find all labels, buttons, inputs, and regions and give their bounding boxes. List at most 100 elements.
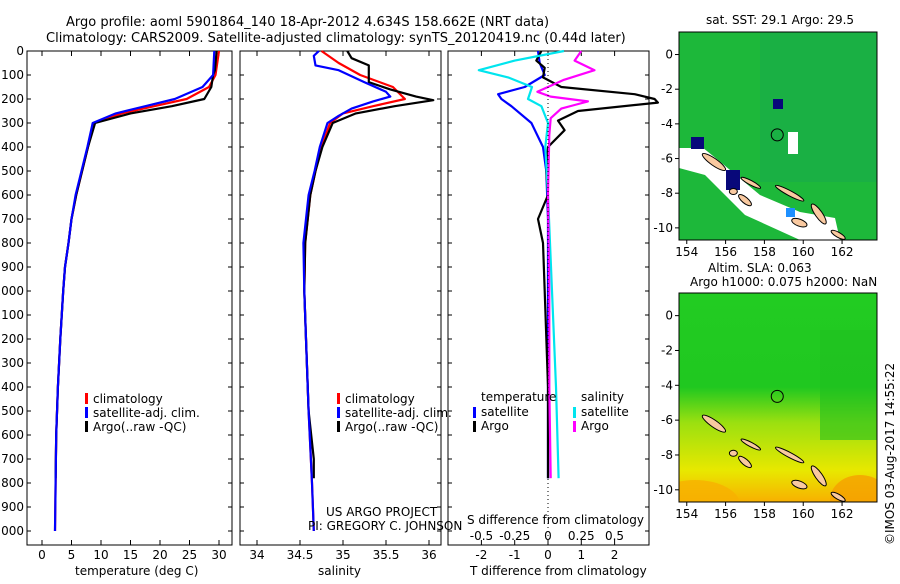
legend-label: climatology	[93, 392, 163, 406]
depth-tick-label: 200	[1, 92, 24, 106]
temperature-tick-label: 5	[68, 548, 76, 562]
sla-map-lon-tick-label: 162	[831, 507, 854, 521]
salinity-tick-label: 34	[249, 548, 264, 562]
salinity-xlabel: salinity	[318, 564, 361, 578]
profile-lines	[53, 49, 660, 532]
island-shape	[774, 184, 805, 202]
sla-profile-location-marker	[770, 389, 784, 403]
sla-map-title: Altim. SLA: 0.063	[708, 261, 812, 275]
legend-label: satellite-adj. clim.	[93, 406, 200, 420]
temperature-plot-frame	[26, 50, 233, 546]
temperature-line-climatology	[53, 50, 221, 532]
sla-map-land	[701, 414, 846, 502]
sst-map-frame	[678, 31, 878, 241]
depth-tick-label: 2000	[0, 524, 24, 538]
salinity-tick-label: 34.5	[287, 548, 314, 562]
sla-map-lat-tick-label: -10	[653, 483, 673, 497]
sla-map-subtitle: Argo h1000: 0.075 h2000: NaN	[690, 275, 877, 289]
island-shape	[701, 414, 727, 433]
legend-swatch-t-satellite	[473, 407, 476, 418]
pi-credit: PI: GREGORY C. JOHNSON	[308, 519, 462, 533]
sst-map-title: sat. SST: 29.1 Argo: 29.5	[706, 13, 854, 27]
sst-profile-location-marker	[770, 128, 784, 142]
sla-map-lon-tick-label: 154	[675, 507, 698, 521]
sla-map-lat-tick-label: -8	[661, 448, 673, 462]
legend-swatch-t-argo	[473, 421, 476, 432]
legend-label: Argo(..raw -QC)	[93, 420, 186, 434]
depth-tick-label: 1600	[0, 428, 24, 442]
depth-tick-label: 500	[1, 164, 24, 178]
island-shape	[728, 449, 738, 457]
island-shape	[740, 438, 762, 451]
sla-map-lat-tick-label: 0	[665, 309, 673, 323]
depth-tick-label: 1300	[0, 356, 24, 370]
island-shape	[830, 491, 846, 502]
difference-line-s-satellite	[477, 49, 565, 479]
legend-swatch-climatology	[337, 393, 340, 404]
sst-map-lat-tick-label: -6	[661, 152, 673, 166]
sla-map-lat-tick-label: -2	[661, 343, 673, 357]
difference-legend: temperature salinity satellite Argo sate…	[473, 390, 629, 433]
legend-swatch-argo	[337, 421, 340, 432]
legend-swatch-s-argo	[573, 421, 576, 432]
island-shape	[738, 455, 752, 469]
depth-tick-label: 1500	[0, 404, 24, 418]
s-difference-tick-label: -0.25	[499, 529, 530, 543]
depth-tick-label: 100	[1, 68, 24, 82]
temperature-tick-label: 15	[123, 548, 138, 562]
island-shape	[810, 465, 827, 487]
island-shape	[701, 152, 727, 172]
s-difference-xlabel: S difference from climatology	[467, 513, 644, 527]
t-difference-tick-label: -2	[475, 548, 487, 562]
temperature-line-satellite-adj-clim	[53, 50, 216, 532]
temperature-tick-label: 25	[182, 548, 197, 562]
temperature-tick-label: 0	[38, 548, 46, 562]
temperature-tick-label: 20	[152, 548, 167, 562]
salinity-line-climatology	[303, 50, 406, 532]
depth-tick-label: 300	[1, 116, 24, 130]
depth-tick-label: 700	[1, 212, 24, 226]
legend-swatch-argo	[85, 421, 88, 432]
figure-title-line1: Argo profile: aoml 5901864_140 18-Apr-20…	[66, 15, 549, 30]
legend-title-salinity: salinity	[581, 390, 624, 404]
sst-map-lon-tick-label: 154	[675, 245, 698, 259]
imos-timestamp: ©IMOS 03-Aug-2017 14:55:22	[883, 363, 897, 545]
t-difference-tick-label: 0	[544, 548, 552, 562]
sst-map-lon-tick-label: 160	[792, 245, 815, 259]
sst-map-lat-tick-label: -10	[653, 221, 673, 235]
salinity-tick-label: 35.5	[373, 548, 400, 562]
sst-map-lat-tick-label: -4	[661, 117, 673, 131]
island-shape	[740, 176, 762, 189]
depth-tick-label: 1700	[0, 452, 24, 466]
sst-map-land	[701, 152, 846, 240]
legend-swatch-s-satellite	[573, 407, 576, 418]
temperature-xlabel: temperature (deg C)	[75, 564, 198, 578]
salinity-tick-label: 36	[421, 548, 436, 562]
difference-line-t-argo	[535, 50, 660, 479]
depth-tick-label: 1400	[0, 380, 24, 394]
island-shape	[830, 229, 846, 240]
salinity-plot-frame	[239, 50, 442, 546]
depth-tick-label: 1200	[0, 332, 24, 346]
sla-map-lon-tick-label: 158	[753, 507, 776, 521]
depth-tick-label: 0	[16, 44, 24, 58]
island-shape	[738, 194, 752, 207]
sst-map-lon-tick-label: 156	[714, 245, 737, 259]
island-shape	[810, 203, 827, 225]
t-difference-xlabel: T difference from climatology	[469, 564, 647, 578]
project-credit: US ARGO PROJECT	[326, 505, 438, 519]
figure-title-line2: Climatology: CARS2009. Satellite-adjuste…	[46, 31, 626, 46]
legend-label: Argo	[581, 419, 609, 433]
temperature-legend: climatology satellite-adj. clim. Argo(..…	[85, 392, 200, 434]
salinity-tick-label: 35	[335, 548, 350, 562]
t-difference-tick-label: 1	[577, 548, 585, 562]
t-difference-tick-label: 2	[611, 548, 619, 562]
s-difference-tick-label: 0.5	[605, 529, 624, 543]
sla-map-lat-tick-label: -6	[661, 413, 673, 427]
t-difference-tick-label: -1	[509, 548, 521, 562]
s-difference-tick-label: -0.5	[470, 529, 493, 543]
legend-label: satellite	[581, 405, 629, 419]
legend-label: climatology	[345, 392, 415, 406]
depth-tick-label: 900	[1, 260, 24, 274]
